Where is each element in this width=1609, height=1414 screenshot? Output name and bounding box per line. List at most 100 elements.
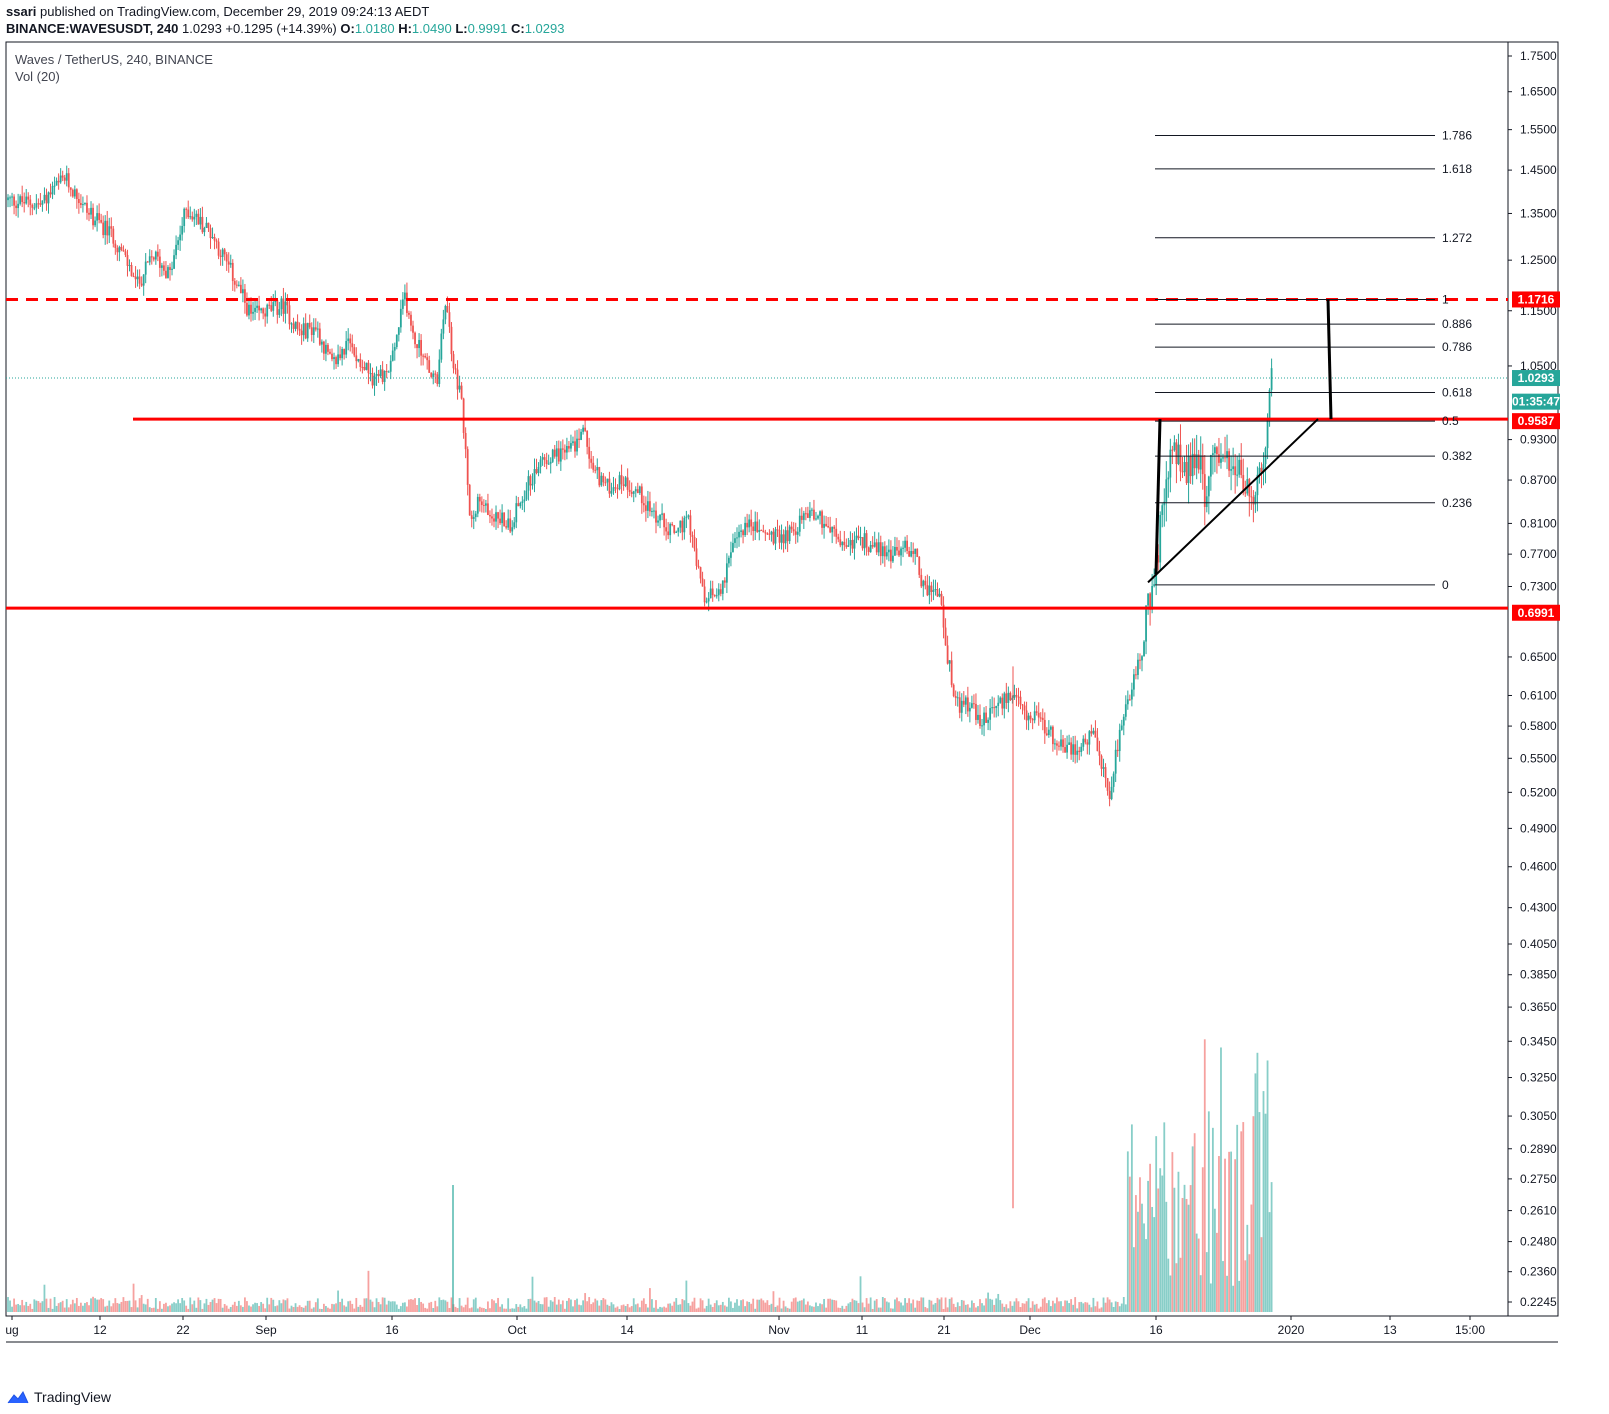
volume-bar [424,1307,427,1312]
candle-body [902,547,904,549]
candle-body [533,469,536,484]
candle-body [600,475,603,486]
volume-bar [555,1304,558,1312]
candle-body [387,371,390,373]
candle-body [999,697,1002,703]
candle-body [1141,656,1143,661]
volume-bar [304,1305,307,1312]
candle-body [849,539,852,546]
time-tick-label: Nov [768,1323,789,1337]
volume-bar [225,1305,228,1312]
candle-body [33,207,36,209]
candle-body [1159,514,1162,563]
candle-body [406,292,408,313]
volume-bar [1128,1176,1131,1312]
volume-bar [207,1304,210,1312]
candle-body [96,213,98,221]
volume-bar [264,1308,267,1312]
volume-bar [1037,1308,1040,1312]
candle-body [1084,738,1087,743]
volume-bar [879,1307,882,1312]
candle-body [191,216,194,220]
price-tick-label: 0.3850 [1520,968,1557,982]
candle-body [140,283,143,286]
price-axis[interactable]: 1.75001.65001.55001.45001.35001.25001.15… [1508,49,1560,1309]
volume-bar [140,1295,143,1312]
volume-bar [549,1300,552,1312]
volume-bar [1035,1303,1038,1312]
tradingview-logo[interactable]: TradingView [6,1387,111,1407]
candle-body [1214,447,1216,454]
volume-bar [815,1302,817,1312]
candle-body [798,515,801,532]
volume-bar [387,1300,390,1312]
candle-body [1236,474,1239,476]
volume-bar [215,1303,218,1312]
candle-body [235,284,238,286]
candle-body [9,197,11,199]
volume-bar [476,1308,479,1312]
candle-body [286,301,289,306]
volume-bar [343,1305,346,1312]
volume-bar [1094,1306,1097,1312]
volume-bar [136,1307,139,1312]
fib-level-label: 1 [1442,292,1449,306]
volume-bar [904,1298,906,1312]
volume-bar [1240,1131,1243,1312]
volume-bar [1015,1298,1018,1312]
volume-bar [312,1307,315,1312]
candle-body [1171,449,1174,451]
volume-bar [875,1299,878,1312]
candle-body [1145,605,1147,642]
candle-body [756,521,759,533]
close-value: 1.0293 [524,21,565,36]
price-tick-label: 0.2360 [1520,1265,1557,1279]
candle-body [478,496,481,502]
time-tick-label: 12 [93,1323,107,1337]
candle-body [1179,444,1182,472]
volume-bar [1049,1306,1052,1312]
volume-bar [667,1303,670,1312]
volume-bar [1153,1217,1156,1312]
volume-bar [163,1303,165,1312]
candle-body [485,503,487,506]
series-legend[interactable]: Waves / TetherUS, 240, BINANCE [15,52,213,67]
candle-body [84,202,86,205]
candle-body [98,213,101,220]
candle-body [316,328,319,330]
candle-body [260,308,263,311]
candle-body [294,321,297,329]
candle-body [732,542,734,553]
volume-bar [574,1300,576,1312]
candle-body [474,513,477,518]
time-axis[interactable]: ug 12 22 Sep 16 Oct 14 Nov 11 21 Dec 16 2020 13 15:00 [5,1316,1485,1337]
volume-bar [614,1307,617,1312]
candle-body [306,322,309,339]
volume-bar [892,1308,894,1312]
volume-bar [333,1304,335,1312]
volume-bar [371,1301,374,1312]
candle-body [809,510,811,518]
volume-bar [233,1301,236,1312]
candle-body [644,505,647,511]
volume-bar [1122,1297,1125,1312]
candle-body [195,213,198,217]
volume-legend[interactable]: Vol (20) [15,69,60,84]
volume-bar [231,1304,234,1312]
volume-bar [624,1306,627,1312]
volume-bar [1220,1047,1222,1312]
volume-bar [1025,1301,1028,1312]
time-tick-label: 11 [856,1323,869,1337]
volume-bar [539,1304,542,1312]
volume-bar [802,1298,805,1312]
volume-bars [7,1039,1273,1312]
volume-bar [1041,1298,1044,1312]
volume-bar [1086,1302,1089,1312]
time-tick-label: 2020 [1278,1323,1305,1337]
volume-bar [1090,1307,1093,1312]
candle-body [1183,462,1186,473]
volume-bar [661,1307,663,1312]
volume-bar [65,1299,68,1312]
volume-bar [784,1306,787,1312]
